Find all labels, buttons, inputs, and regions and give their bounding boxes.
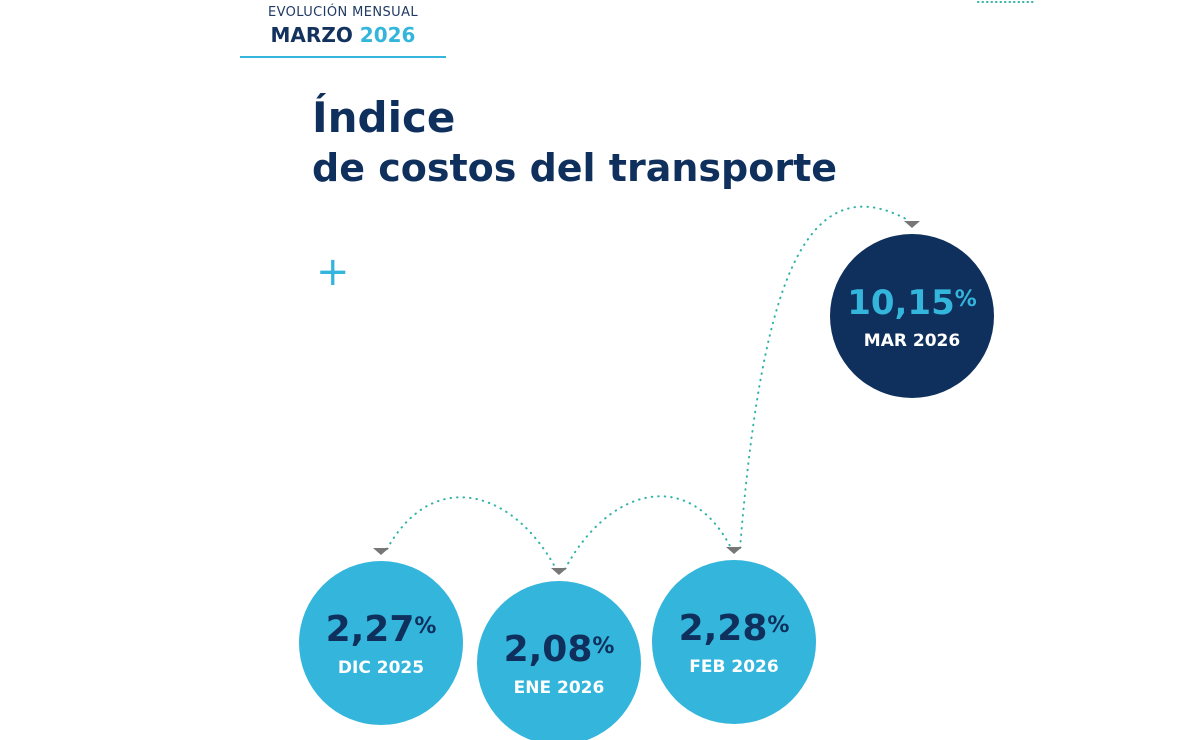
header-year: 2026 — [359, 23, 416, 47]
pointer-marker — [551, 568, 567, 575]
header-underline — [240, 56, 446, 58]
data-circle — [652, 560, 816, 724]
pointer-marker — [373, 548, 389, 556]
percent-sign: % — [414, 614, 436, 639]
value-label: 2,27% — [326, 609, 437, 650]
header-kicker: EVOLUCIÓN MENSUAL — [267, 5, 419, 20]
header-month: MARZO — [270, 23, 353, 47]
period-label: ENE 2026 — [514, 678, 605, 698]
pointer-marker — [904, 221, 920, 228]
title-line-2: de costos del transporte — [312, 146, 838, 190]
percent-sign: % — [767, 613, 789, 638]
data-circle — [477, 581, 641, 740]
pointer-marker — [726, 547, 742, 554]
connector-path — [564, 495, 731, 570]
top-right-dots — [977, 1, 1037, 3]
data-circle — [299, 561, 463, 726]
connector-path — [386, 496, 556, 568]
period-label: FEB 2026 — [689, 657, 778, 677]
period-label: DIC 2025 — [338, 658, 424, 678]
percent-sign: % — [592, 634, 614, 659]
title-line-1: Índice — [312, 93, 456, 142]
header-period: MARZO 2026 — [240, 23, 446, 47]
data-circle — [830, 234, 994, 398]
plus-icon: + — [316, 249, 350, 295]
period-label: MAR 2026 — [864, 331, 960, 351]
connector-path — [739, 205, 909, 549]
page-title: Índice de costos del transporte — [312, 92, 837, 192]
percent-sign: % — [955, 287, 977, 312]
report-header: EVOLUCIÓN MENSUAL MARZO 2026 — [240, 0, 446, 58]
